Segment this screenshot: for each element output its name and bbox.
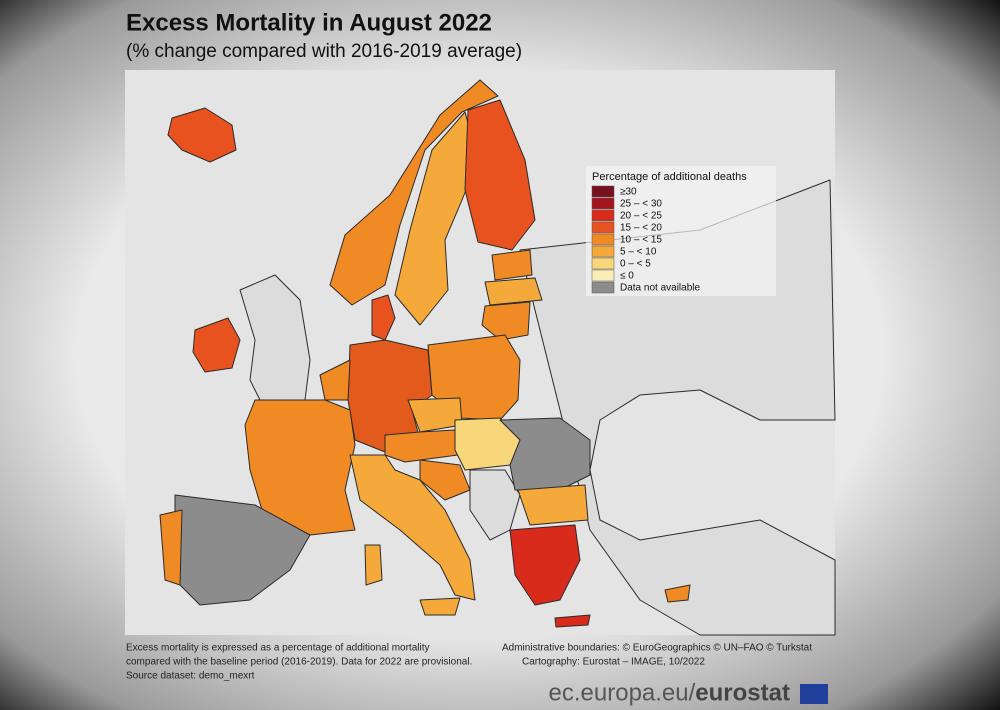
title: Excess Mortality in August 2022 [126,9,492,36]
region [554,614,591,628]
legend-label: 10 – < 15 [620,235,662,246]
brand-url: ec.europa.eu/ [549,679,696,706]
region [464,99,536,251]
legend-label: ≥30 [620,187,637,198]
legend-swatch [591,197,615,210]
source: Source dataset: demo_mexrt [126,671,255,682]
credits: Cartography: Eurostat – IMAGE, 10/2022 [522,657,705,668]
legend-label: 25 – < 30 [620,199,662,210]
region [664,584,691,603]
region [419,597,461,616]
region [159,509,183,586]
legend-label: 15 – < 20 [620,223,662,234]
footnote: Excess mortality is expressed as a perce… [126,643,429,654]
region [371,294,396,341]
region [509,524,581,606]
legend-box [586,166,776,296]
subtitle: (% change compared with 2016-2019 averag… [126,41,522,62]
region [244,399,356,536]
footnote: compared with the baseline period (2016-… [126,657,472,668]
legend-title: Percentage of additional deaths [592,171,747,183]
region [491,249,533,281]
legend-swatch [591,233,615,246]
region [329,79,499,306]
region [364,544,383,586]
legend-swatch [591,281,615,294]
legend-swatch [591,221,615,234]
region [481,301,531,341]
legend-label: 5 – < 10 [620,247,657,258]
legend-swatch [591,269,615,282]
legend-label: 20 – < 25 [620,211,662,222]
legend-swatch [591,185,615,198]
legend-swatch [591,257,615,270]
region [517,484,589,526]
legend-swatch [591,245,615,258]
legend-label: 0 – < 5 [620,259,651,270]
legend-swatch [591,209,615,222]
region [419,459,471,501]
legend-label: Data not available [620,283,700,294]
region [192,317,241,373]
region [349,454,476,601]
region [484,277,543,306]
region [319,359,351,401]
eu-flag [800,684,828,704]
brand-name: eurostat [695,679,790,706]
legend-label: ≤ 0 [620,271,634,282]
credits: Administrative boundaries: © EuroGeograp… [502,643,812,654]
region [167,107,237,163]
